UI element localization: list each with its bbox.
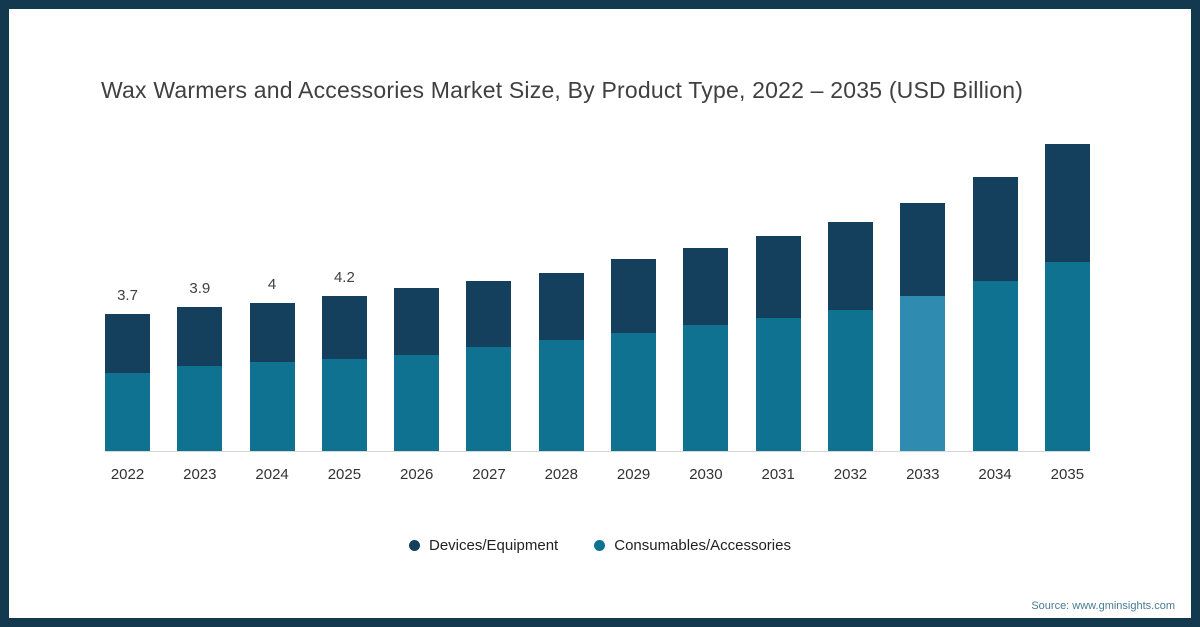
segment-devices-equipment (972, 177, 1018, 281)
x-axis-label-2034: 2034 (978, 466, 1012, 483)
legend: Devices/Equipment Consumables/Accessorie… (9, 537, 1191, 554)
segment-devices-equipment (827, 221, 873, 311)
segment-consumables-accessories (466, 347, 512, 451)
bar-2032 (827, 195, 873, 451)
x-axis-label-2032: 2032 (833, 466, 868, 483)
x-axis-label-2035: 2035 (1050, 466, 1085, 483)
bar-2022: 3.7 (105, 287, 150, 451)
segment-consumables-accessories (249, 362, 295, 451)
segment-devices-equipment (177, 306, 223, 366)
x-axis-label-2029: 2029 (616, 466, 651, 483)
source-attribution: Source: www.gminsights.com (1031, 600, 1175, 612)
bar-stack (1044, 143, 1090, 451)
bar-2035 (1044, 117, 1090, 451)
bar-total-label: 4.2 (333, 268, 355, 286)
bar-total-label: 3.7 (117, 287, 138, 305)
chart-area: 3.7 3.9 4 4.2 2022 2023 2024 2025 2026 2027 2028 2… (105, 127, 1090, 483)
segment-consumables-accessories (394, 354, 440, 451)
bar-stack (105, 314, 150, 451)
legend-label-consumables: Consumables/Accessories (614, 537, 791, 554)
x-axis-label-2023: 2023 (183, 466, 217, 483)
chart-title: Wax Warmers and Accessories Market Size,… (101, 77, 1024, 103)
x-axis-labels: 2022 2023 2024 2025 2026 2027 2028 2029 2030 2031… (105, 466, 1090, 483)
segment-devices-equipment (394, 288, 440, 355)
bar-stack (827, 221, 873, 451)
bar-total-label: 3.9 (189, 279, 211, 297)
x-axis-label-2026: 2026 (400, 466, 434, 483)
bar-2030 (683, 221, 729, 451)
segment-devices-equipment (1044, 143, 1090, 263)
bar-2031 (755, 209, 801, 451)
bar-stack (177, 306, 223, 451)
bars-plot-area: 3.7 3.9 4 4.2 (105, 127, 1090, 452)
segment-devices-equipment (683, 247, 729, 326)
segment-consumables-accessories (105, 373, 150, 451)
bar-stack (321, 295, 367, 451)
segment-devices-equipment (538, 273, 584, 340)
bar-stack (394, 288, 440, 451)
bar-2029 (611, 232, 657, 451)
segment-consumables-accessories (321, 358, 367, 451)
segment-devices-equipment (321, 295, 367, 359)
segment-devices-equipment (105, 314, 150, 374)
segment-consumables-accessories (972, 280, 1018, 451)
bar-stack (972, 177, 1018, 451)
bar-total-label: 4 (267, 276, 277, 294)
segment-consumables-accessories (755, 317, 801, 451)
bar-2025: 4.2 (321, 268, 367, 451)
x-axis-label-2033: 2033 (906, 466, 940, 483)
segment-devices-equipment (900, 203, 946, 296)
bar-2026 (394, 261, 440, 451)
segment-devices-equipment (466, 280, 512, 348)
bar-stack (683, 247, 729, 451)
bar-2024: 4 (249, 276, 295, 451)
consumables-legend-dot-icon (594, 540, 606, 551)
bar-stack (900, 203, 946, 451)
legend-item-consumables: Consumables/Accessories (594, 537, 791, 554)
x-axis-label-2031: 2031 (761, 466, 795, 483)
segment-consumables-accessories (827, 310, 873, 451)
segment-devices-equipment (611, 258, 657, 333)
x-axis-label-2022: 2022 (110, 466, 145, 483)
segment-consumables-accessories (1044, 262, 1090, 451)
segment-consumables-accessories (900, 295, 946, 451)
bar-stack (611, 258, 657, 451)
x-axis-label-2025: 2025 (327, 466, 362, 483)
bar-2023: 3.9 (177, 279, 223, 451)
segment-devices-equipment (755, 236, 801, 318)
x-axis-label-2030: 2030 (689, 466, 723, 483)
segment-devices-equipment (249, 303, 295, 363)
segment-consumables-accessories (611, 332, 657, 451)
bar-2028 (538, 246, 584, 451)
segment-consumables-accessories (683, 325, 729, 451)
legend-label-devices: Devices/Equipment (429, 537, 559, 554)
bar-stack (755, 236, 801, 451)
x-axis-label-2028: 2028 (544, 466, 578, 483)
segment-consumables-accessories (177, 365, 223, 451)
x-axis-label-2027: 2027 (472, 466, 506, 483)
bar-2034 (972, 150, 1018, 451)
bar-stack (538, 273, 584, 451)
segment-consumables-accessories (538, 340, 584, 451)
x-axis-label-2024: 2024 (255, 466, 289, 483)
bar-stack (249, 303, 295, 451)
devices-legend-dot-icon (409, 540, 420, 551)
bar-2027 (466, 254, 512, 451)
legend-item-devices: Devices/Equipment (409, 537, 558, 554)
bar-2033 (900, 176, 946, 451)
bar-stack (466, 280, 512, 451)
